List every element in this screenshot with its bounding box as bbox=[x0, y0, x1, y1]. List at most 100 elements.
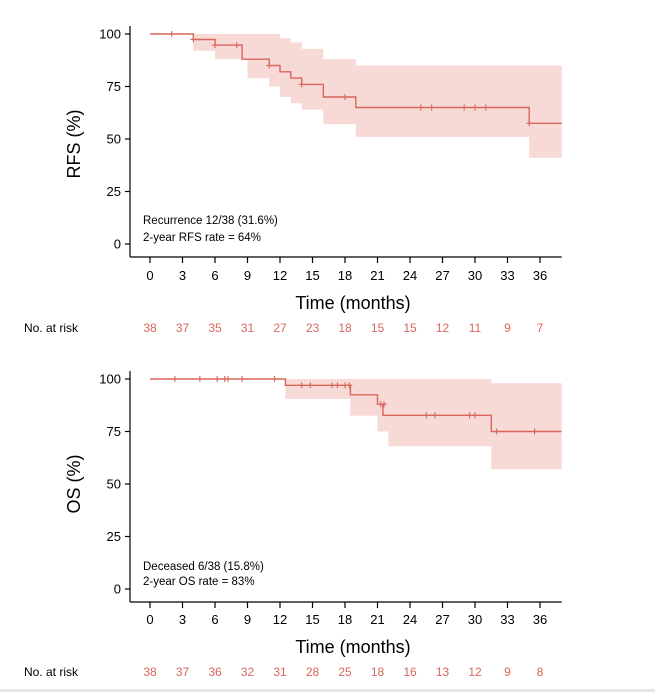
os-y-axis-label: OS (%) bbox=[64, 454, 84, 513]
censor-mark bbox=[381, 401, 387, 408]
rfs-confidence-band bbox=[150, 34, 562, 158]
at-risk-count: 12 bbox=[468, 665, 482, 679]
x-tick-label: 21 bbox=[370, 268, 384, 283]
rfs-at-risk-label: No. at risk bbox=[24, 321, 79, 335]
at-risk-count: 31 bbox=[273, 665, 287, 679]
at-risk-count: 23 bbox=[306, 321, 320, 335]
y-tick-label: 25 bbox=[107, 184, 121, 199]
censor-mark bbox=[423, 412, 430, 419]
at-risk-count: 28 bbox=[306, 665, 320, 679]
at-risk-count: 15 bbox=[403, 321, 417, 335]
y-tick-label: 100 bbox=[99, 27, 121, 42]
os-x-axis-label: Time (months) bbox=[295, 637, 410, 657]
x-tick-label: 6 bbox=[211, 612, 218, 627]
at-risk-count: 35 bbox=[208, 321, 222, 335]
x-tick-label: 36 bbox=[533, 268, 547, 283]
x-tick-label: 6 bbox=[211, 268, 218, 283]
x-tick-label: 18 bbox=[338, 268, 352, 283]
bottom-border bbox=[0, 689, 655, 692]
x-tick-label: 0 bbox=[146, 268, 153, 283]
x-tick-label: 9 bbox=[244, 612, 251, 627]
censor-mark bbox=[168, 31, 175, 37]
censor-mark bbox=[334, 382, 341, 389]
censor-mark bbox=[298, 81, 305, 88]
censor-mark bbox=[346, 382, 353, 389]
y-tick-label: 75 bbox=[107, 79, 121, 94]
os-censor-marks bbox=[171, 376, 538, 435]
at-risk-count: 37 bbox=[176, 665, 190, 679]
x-tick-label: 33 bbox=[500, 268, 514, 283]
x-tick-label: 33 bbox=[500, 612, 514, 627]
censor-mark bbox=[196, 376, 203, 382]
censor-mark bbox=[531, 428, 538, 435]
censor-mark bbox=[461, 104, 468, 111]
at-risk-count: 15 bbox=[371, 321, 385, 335]
censor-mark bbox=[472, 412, 478, 419]
censor-mark bbox=[482, 104, 489, 111]
x-tick-label: 0 bbox=[146, 612, 153, 627]
at-risk-count: 37 bbox=[176, 321, 190, 335]
censor-mark bbox=[472, 104, 478, 111]
x-tick-label: 24 bbox=[403, 612, 417, 627]
censor-mark bbox=[212, 42, 218, 49]
at-risk-count: 8 bbox=[537, 665, 544, 679]
os-at-risk-row: 38 37 36 32 31 28 25 18 16 13 12 9 8 bbox=[143, 665, 543, 679]
at-risk-count: 9 bbox=[504, 665, 511, 679]
y-tick-label: 50 bbox=[107, 132, 121, 147]
y-tick-label: 0 bbox=[114, 582, 121, 597]
os-confidence-band bbox=[150, 379, 562, 470]
censor-mark bbox=[526, 120, 533, 127]
rfs-x-axis-label: Time (months) bbox=[295, 293, 410, 313]
y-tick-label: 0 bbox=[114, 237, 121, 252]
at-risk-count: 12 bbox=[436, 321, 450, 335]
os-deceased-annotation: Deceased 6/38 (15.8%) bbox=[143, 561, 264, 573]
rfs-censor-marks bbox=[168, 31, 533, 127]
censor-mark bbox=[342, 94, 348, 100]
at-risk-count: 31 bbox=[241, 321, 255, 335]
y-tick-label: 25 bbox=[107, 529, 121, 544]
censor-mark bbox=[171, 376, 178, 382]
x-tick-label: 12 bbox=[273, 612, 287, 627]
censor-mark bbox=[271, 376, 278, 382]
os-2yr-rate-annotation: 2-year OS rate = 83% bbox=[143, 576, 255, 588]
at-risk-count: 13 bbox=[436, 665, 450, 679]
x-tick-label: 3 bbox=[179, 268, 186, 283]
at-risk-count: 9 bbox=[504, 321, 511, 335]
x-tick-label: 27 bbox=[435, 612, 449, 627]
x-tick-label: 24 bbox=[403, 268, 417, 283]
y-tick-label: 50 bbox=[107, 477, 121, 492]
x-tick-label: 30 bbox=[468, 268, 482, 283]
censor-mark bbox=[431, 412, 438, 419]
censor-mark bbox=[214, 376, 221, 382]
at-risk-count: 16 bbox=[403, 665, 417, 679]
at-risk-count: 11 bbox=[469, 321, 482, 335]
rfs-recurrence-annotation: Recurrence 12/38 (31.6%) bbox=[143, 215, 278, 227]
rfs-2yr-rate-annotation: 2-year RFS rate = 64% bbox=[143, 232, 261, 244]
censor-mark bbox=[428, 104, 435, 111]
os-survival-curve bbox=[150, 378, 562, 433]
at-risk-count: 32 bbox=[241, 665, 255, 679]
censor-mark bbox=[329, 382, 335, 389]
censor-mark bbox=[225, 376, 231, 382]
x-tick-label: 15 bbox=[305, 268, 319, 283]
censor-mark bbox=[266, 62, 273, 69]
at-risk-count: 27 bbox=[273, 321, 287, 335]
y-tick-label: 100 bbox=[99, 372, 121, 387]
rfs-y-axis-label: RFS (%) bbox=[64, 110, 84, 179]
censor-mark bbox=[307, 382, 314, 389]
censor-mark bbox=[493, 428, 500, 435]
x-tick-label: 27 bbox=[435, 268, 449, 283]
at-risk-count: 36 bbox=[208, 665, 222, 679]
at-risk-count: 25 bbox=[338, 665, 352, 679]
x-tick-label: 12 bbox=[273, 268, 287, 283]
at-risk-count: 38 bbox=[143, 665, 157, 679]
x-tick-label: 15 bbox=[305, 612, 319, 627]
at-risk-count: 18 bbox=[371, 665, 385, 679]
censor-mark bbox=[233, 42, 240, 49]
censor-mark bbox=[417, 104, 424, 111]
